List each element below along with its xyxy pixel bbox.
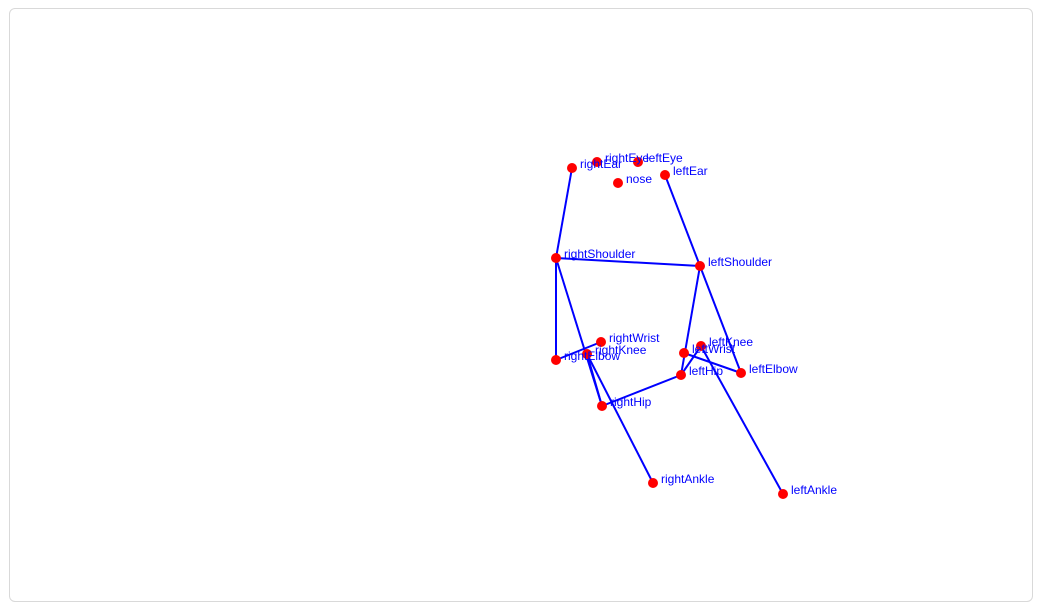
keypoint-label-leftEye: leftEye — [646, 151, 683, 165]
keypoint-label-nose: nose — [626, 172, 652, 186]
keypoint-label-leftEar: leftEar — [673, 164, 708, 178]
keypoint-label-rightShoulder: rightShoulder — [564, 247, 635, 261]
edge-leftShoulder-leftElbow — [699, 265, 742, 374]
edge-leftEar-leftShoulder — [664, 174, 701, 267]
keypoint-leftHip — [676, 370, 686, 380]
skeleton-edges — [555, 167, 784, 495]
edge-rightElbow-rightWrist — [555, 341, 602, 361]
keypoint-markers — [551, 157, 788, 499]
keypoint-leftWrist — [679, 348, 689, 358]
edge-rightKnee-rightAnkle — [586, 353, 654, 484]
edge-rightHip-leftHip — [601, 374, 682, 407]
keypoint-leftElbow — [736, 368, 746, 378]
keypoint-rightKnee — [582, 349, 592, 359]
keypoint-rightHip — [597, 401, 607, 411]
keypoint-label-rightHip: rightHip — [610, 395, 652, 409]
keypoint-label-rightEar: rightEar — [580, 157, 622, 171]
keypoint-leftEar — [660, 170, 670, 180]
keypoint-label-leftHip: leftHip — [689, 364, 723, 378]
keypoint-label-leftWrist: leftWrist — [692, 342, 736, 356]
pose-canvas-frame — [9, 8, 1033, 602]
keypoint-rightWrist — [596, 337, 606, 347]
edge-leftKnee-leftAnkle — [700, 345, 784, 495]
keypoint-leftEye — [633, 157, 643, 167]
keypoint-label-leftShoulder: leftShoulder — [708, 255, 772, 269]
keypoint-rightEye — [592, 157, 602, 167]
keypoint-label-leftElbow: leftElbow — [749, 362, 798, 376]
keypoint-rightAnkle — [648, 478, 658, 488]
keypoint-label-rightAnkle: rightAnkle — [661, 472, 715, 486]
keypoint-label-rightElbow: rightElbow — [564, 349, 620, 363]
keypoint-rightShoulder — [551, 253, 561, 263]
keypoint-leftKnee — [696, 341, 706, 351]
keypoint-label-leftAnkle: leftAnkle — [791, 483, 837, 497]
keypoint-leftAnkle — [778, 489, 788, 499]
keypoint-label-rightKnee: rightKnee — [595, 343, 647, 357]
keypoint-label-rightEye: rightEye — [605, 151, 649, 165]
edge-leftHip-leftKnee — [680, 345, 702, 376]
keypoint-label-rightWrist: rightWrist — [609, 331, 660, 345]
edge-rightEar-rightShoulder — [555, 167, 573, 259]
keypoint-nose — [613, 178, 623, 188]
edge-rightHip-rightKnee — [586, 353, 603, 407]
keypoint-rightEar — [567, 163, 577, 173]
keypoint-rightElbow — [551, 355, 561, 365]
keypoint-label-leftKnee: leftKnee — [709, 335, 753, 349]
keypoint-leftShoulder — [695, 261, 705, 271]
edge-rightShoulder-leftShoulder — [555, 257, 701, 267]
